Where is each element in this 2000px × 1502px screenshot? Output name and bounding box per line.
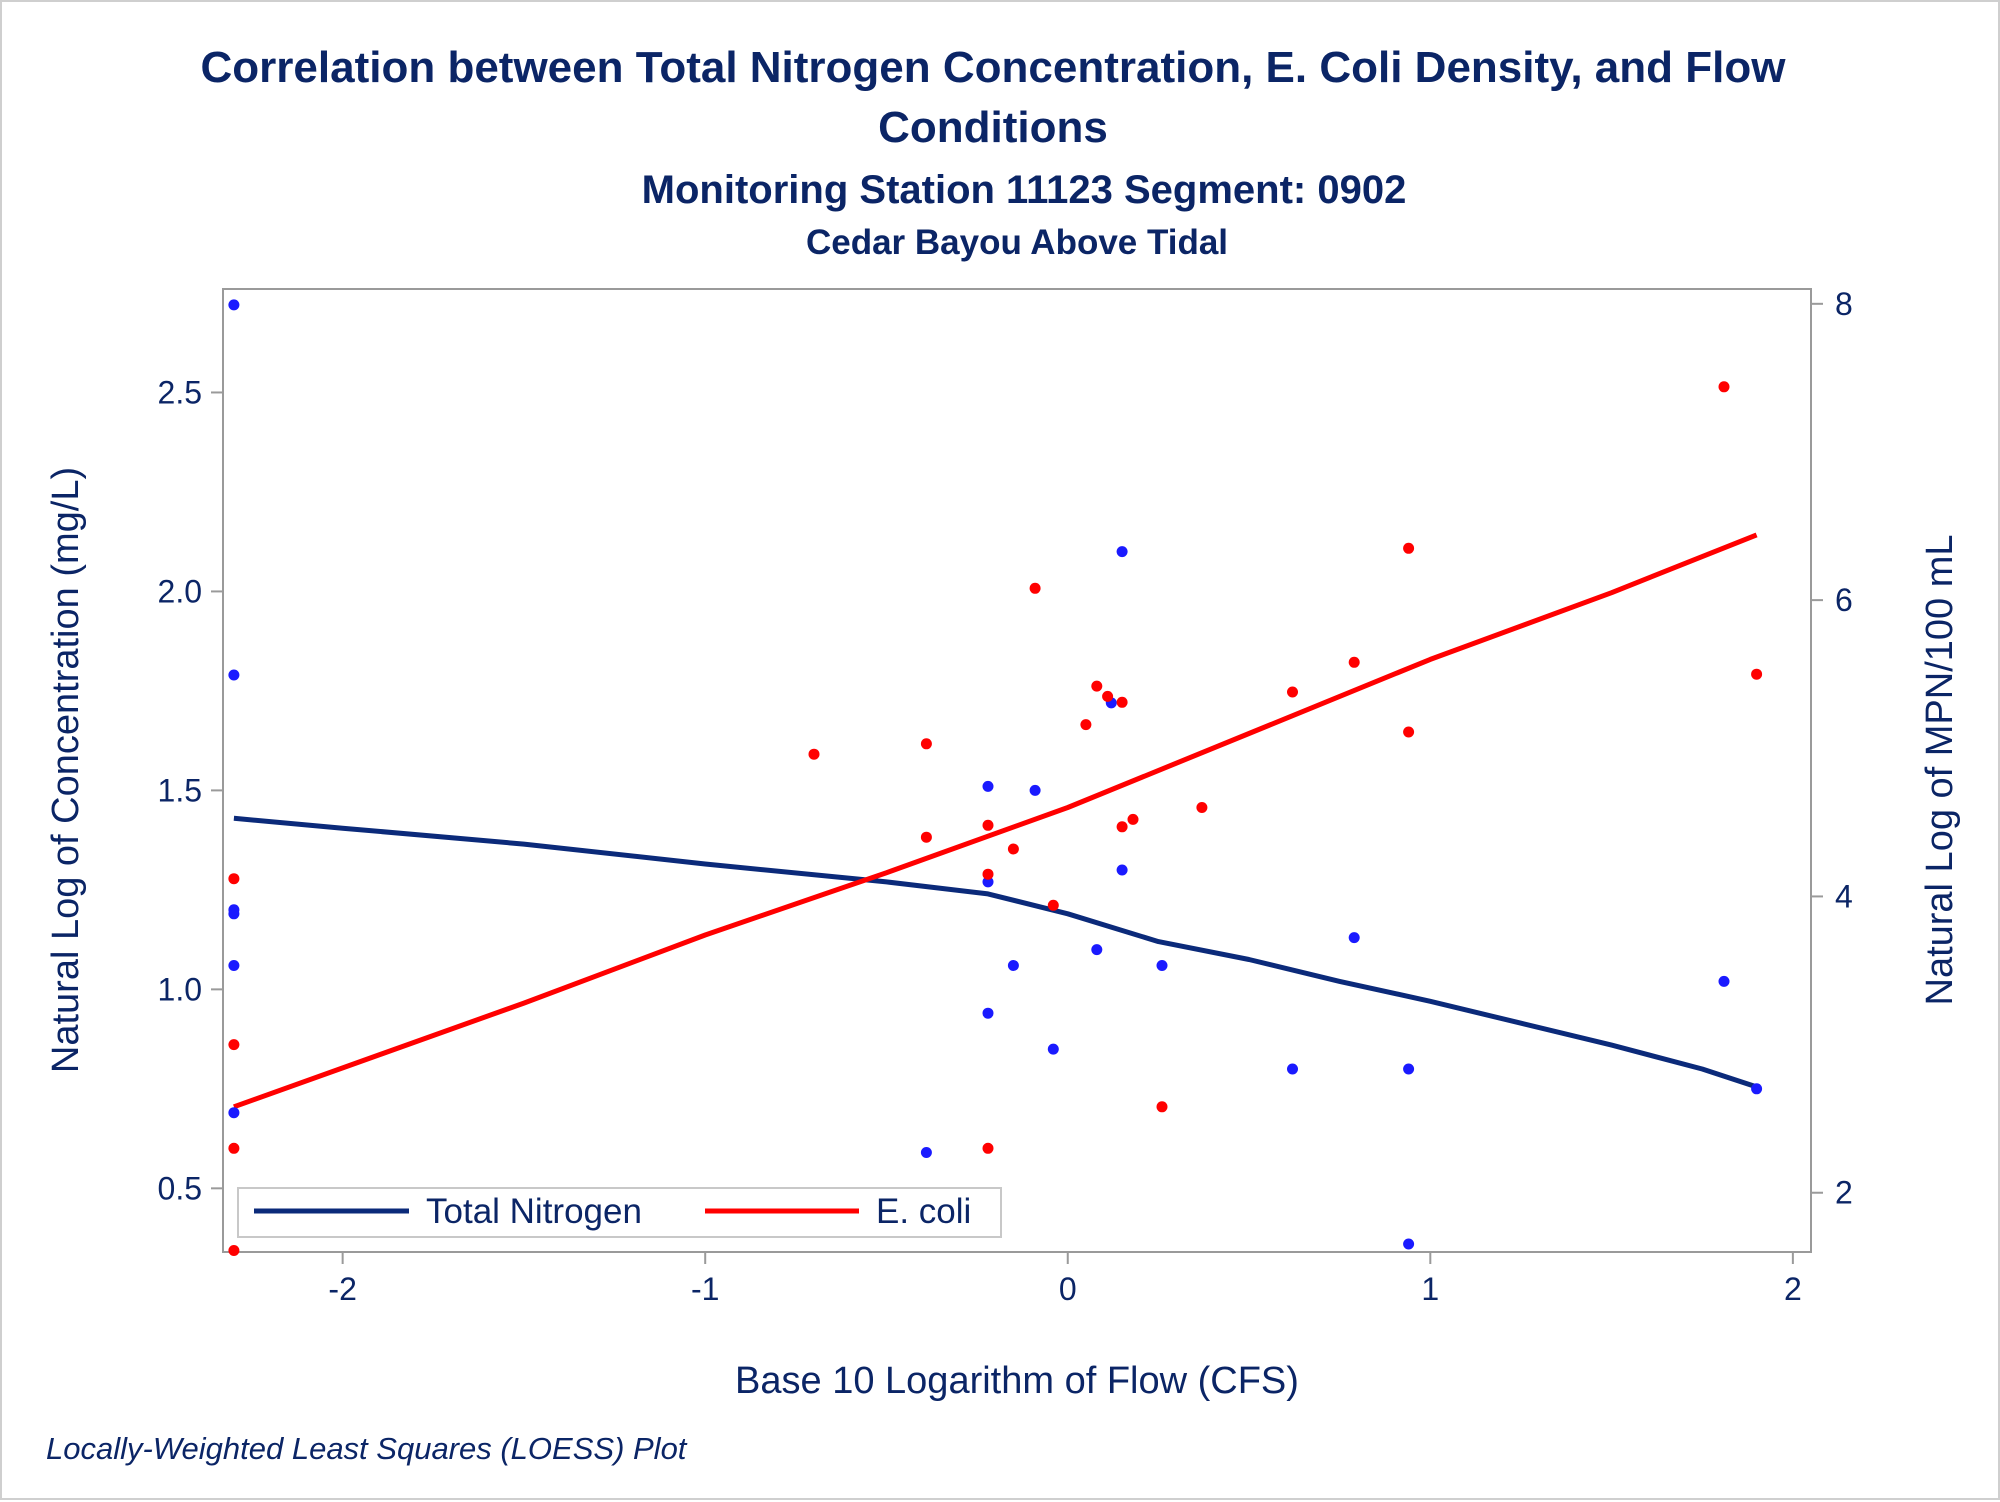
total-nitrogen-point bbox=[1091, 944, 1103, 956]
e-coli-point bbox=[1047, 899, 1059, 911]
y-tick-label: 0.5 bbox=[158, 1170, 202, 1206]
e-coli-point bbox=[1116, 696, 1128, 708]
chart-subtitle-location: Cedar Bayou Above Tidal bbox=[806, 223, 1228, 262]
y-axis-left: 0.5 1.0 1.5 2.0 2.5 bbox=[158, 374, 223, 1206]
x-axis-label: Base 10 Logarithm of Flow (CFS) bbox=[735, 1360, 1299, 1402]
y-axis-right: 2 4 6 8 bbox=[1811, 286, 1853, 1211]
total-nitrogen-point bbox=[1029, 784, 1041, 796]
plot-area bbox=[222, 288, 1812, 1253]
e-coli-point bbox=[1751, 668, 1763, 680]
y2-tick-label: 2 bbox=[1835, 1175, 1853, 1211]
e-coli-point bbox=[1091, 680, 1103, 692]
e-coli-point bbox=[1102, 690, 1114, 702]
e-coli-point bbox=[982, 868, 994, 880]
total-nitrogen-point bbox=[1403, 1063, 1415, 1075]
total-nitrogen-point bbox=[1047, 1043, 1059, 1055]
chart-title-line1: Correlation between Total Nitrogen Conce… bbox=[201, 43, 1787, 92]
x-tick-label: 1 bbox=[1421, 1271, 1439, 1307]
scatter-points bbox=[228, 299, 1763, 1256]
y-axis-right-label: Natural Log of MPN/100 mL bbox=[1919, 534, 1961, 1005]
e-coli-point bbox=[228, 1245, 240, 1256]
y2-tick-label: 6 bbox=[1835, 582, 1853, 618]
e-coli-point bbox=[228, 1039, 240, 1051]
total-nitrogen-point bbox=[1751, 1083, 1763, 1095]
total-nitrogen-point bbox=[228, 299, 240, 311]
total-nitrogen-fit-line bbox=[233, 815, 1758, 1090]
e-coli-point bbox=[1007, 843, 1019, 855]
x-tick-label: -2 bbox=[328, 1271, 356, 1307]
y-tick-label: 1.5 bbox=[158, 772, 202, 808]
e-coli-point bbox=[1196, 802, 1208, 813]
total-nitrogen-point bbox=[982, 876, 994, 888]
x-tick-label: 0 bbox=[1059, 1271, 1077, 1307]
e-coli-point bbox=[1029, 582, 1041, 594]
e-coli-point bbox=[920, 738, 932, 750]
x-tick-label: 2 bbox=[1784, 1271, 1802, 1307]
y-tick-label: 1.0 bbox=[158, 971, 202, 1007]
e-coli-point bbox=[808, 748, 820, 760]
total-nitrogen-point bbox=[228, 908, 240, 920]
chart-title-line2: Conditions bbox=[878, 103, 1108, 152]
total-nitrogen-point bbox=[920, 1147, 932, 1158]
total-nitrogen-point bbox=[228, 960, 240, 971]
e-coli-point bbox=[1116, 821, 1128, 833]
e-coli-point bbox=[982, 1142, 994, 1154]
y2-tick-label: 4 bbox=[1835, 878, 1853, 914]
y2-tick-label: 8 bbox=[1835, 286, 1853, 322]
e-coli-point bbox=[228, 1142, 240, 1154]
e-coli-point bbox=[1348, 656, 1360, 668]
e-coli-point bbox=[228, 873, 240, 885]
e-coli-point bbox=[1287, 686, 1298, 698]
e-coli-point bbox=[1156, 1101, 1168, 1113]
footnote: Locally-Weighted Least Squares (LOESS) P… bbox=[46, 1431, 688, 1466]
total-nitrogen-point bbox=[228, 1107, 240, 1119]
e-coli-point bbox=[1718, 381, 1730, 393]
e-coli-point bbox=[1403, 542, 1415, 554]
y-tick-label: 2.0 bbox=[158, 573, 202, 609]
total-nitrogen-point bbox=[1007, 960, 1019, 971]
fit-lines bbox=[233, 532, 1758, 1110]
e-coli-point bbox=[920, 831, 932, 843]
y-axis-left-label: Natural Log of Concentration (mg/L) bbox=[45, 467, 87, 1073]
x-tick-label: -1 bbox=[691, 1271, 719, 1307]
e-coli-point bbox=[1403, 726, 1415, 738]
total-nitrogen-point bbox=[982, 1007, 994, 1019]
total-nitrogen-point bbox=[228, 669, 240, 681]
e-coli-point bbox=[1127, 813, 1139, 825]
total-nitrogen-point bbox=[1403, 1238, 1415, 1250]
total-nitrogen-point bbox=[982, 780, 994, 792]
total-nitrogen-point bbox=[1116, 864, 1128, 876]
total-nitrogen-point bbox=[1156, 960, 1168, 971]
total-nitrogen-point bbox=[1287, 1063, 1298, 1075]
y-tick-label: 2.5 bbox=[158, 374, 202, 410]
e-coli-point bbox=[982, 819, 994, 831]
total-nitrogen-point bbox=[1718, 975, 1730, 987]
chart-subtitle-station: Monitoring Station 11123 Segment: 0902 bbox=[642, 168, 1407, 212]
legend: Total Nitrogen E. coli bbox=[237, 1187, 1002, 1238]
total-nitrogen-point bbox=[1348, 932, 1360, 944]
e-coli-point bbox=[1080, 719, 1092, 731]
x-axis: -2 -1 0 1 2 bbox=[328, 1252, 1802, 1307]
legend-label-total-nitrogen: Total Nitrogen bbox=[426, 1192, 642, 1231]
e-coli-fit-line bbox=[233, 532, 1758, 1110]
legend-label-e-coli: E. coli bbox=[876, 1192, 971, 1231]
total-nitrogen-point bbox=[1116, 546, 1128, 558]
